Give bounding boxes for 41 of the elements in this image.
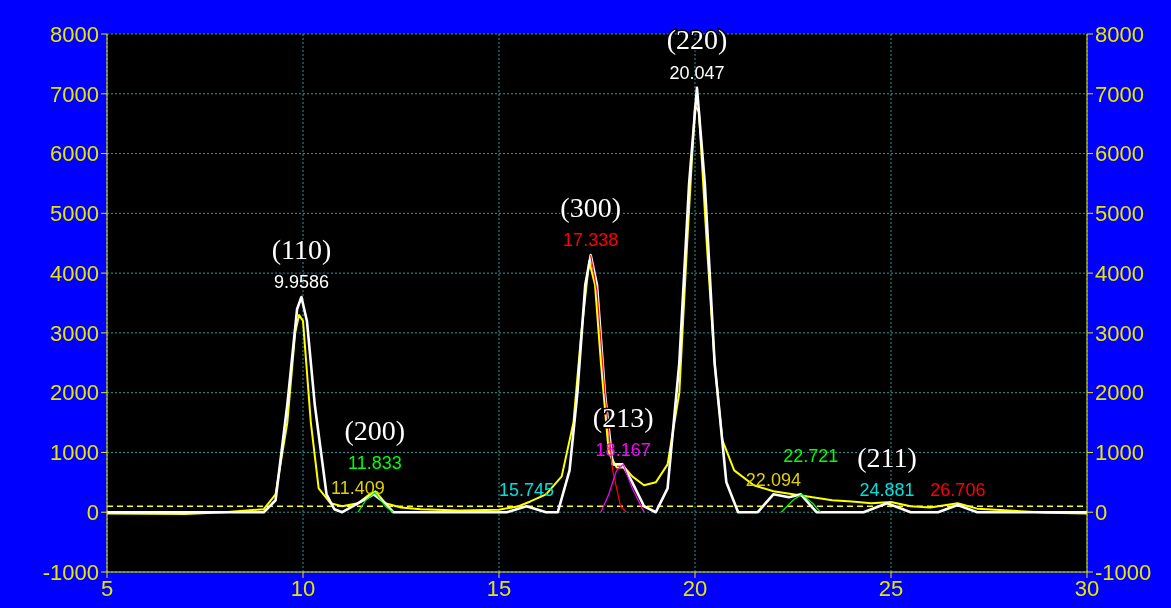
y2-tick-label: 3000 [1095,320,1144,346]
annotation: 11.409 [331,478,385,499]
x-tick-label: 30 [1074,575,1100,601]
y-tick-label: -1000 [42,559,99,585]
y-tick-label: 0 [86,500,99,526]
annotation: 26.706 [930,480,986,501]
annotation: 17.338 [563,230,619,251]
x-tick-label: 15 [486,575,512,601]
y2-tick-label: 0 [1095,500,1108,526]
line-series [780,493,822,513]
y2-tick-label: 2000 [1095,380,1144,406]
y2-tick-label: 7000 [1095,81,1144,107]
annotation: 22.721 [783,446,839,467]
annotation: (300) [560,191,621,223]
y-tick-label: 8000 [50,21,99,47]
y2-tick-label: 4000 [1095,260,1144,286]
y-tick-label: 7000 [50,81,99,107]
annotation: (110) [271,233,332,265]
y2-tick-label: 8000 [1095,21,1144,47]
annotation: 20.047 [669,62,725,83]
annotation: (211) [857,441,917,473]
y-tick-label: 3000 [50,320,99,346]
y-tick-label: 4000 [50,260,99,286]
annotation: 9.9586 [273,272,329,293]
y-tick-label: 5000 [50,201,99,227]
x-tick-label: 20 [682,575,708,601]
y2-tick-label: 6000 [1095,141,1144,167]
y2-tick-label: 5000 [1095,201,1144,227]
line-series [600,463,645,513]
y-tick-label: 2000 [50,380,99,406]
annotation: 22.094 [745,470,801,491]
x-tick-label: 10 [290,575,316,601]
y2-tick-label: 1000 [1095,440,1144,466]
annotation: (220) [666,24,728,56]
x-tick-label: 5 [100,575,114,601]
y-tick-label: 6000 [50,141,99,167]
annotation: (200) [344,415,406,446]
x-tick-label: 25 [878,575,904,601]
annotation: 24.881 [859,480,915,501]
y-tick-label: 1000 [50,440,99,466]
annotation: 11.833 [347,453,402,474]
